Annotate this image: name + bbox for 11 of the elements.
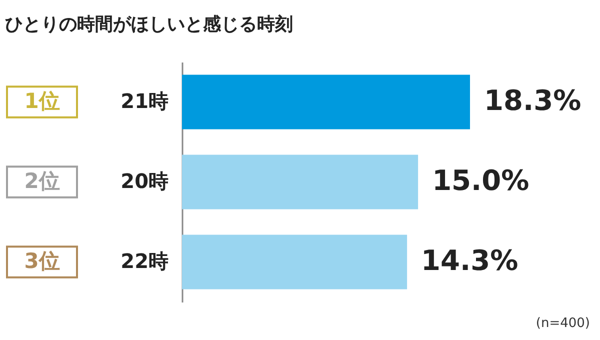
- y-tick-label: 20時: [120, 169, 168, 193]
- data-label: 18.3%: [484, 84, 582, 117]
- y-tick-label: 21時: [120, 89, 168, 113]
- y-tick-label: 22時: [120, 249, 168, 273]
- chart-title: ひとりの時間がほしいと感じる時刻: [5, 14, 293, 35]
- text: 3位: [24, 249, 60, 273]
- text: 2位: [24, 169, 60, 193]
- text: (n=400): [536, 316, 590, 331]
- text: 1位: [24, 89, 60, 113]
- data-label: 14.3%: [421, 244, 518, 277]
- data-label: 15.0%: [432, 164, 530, 197]
